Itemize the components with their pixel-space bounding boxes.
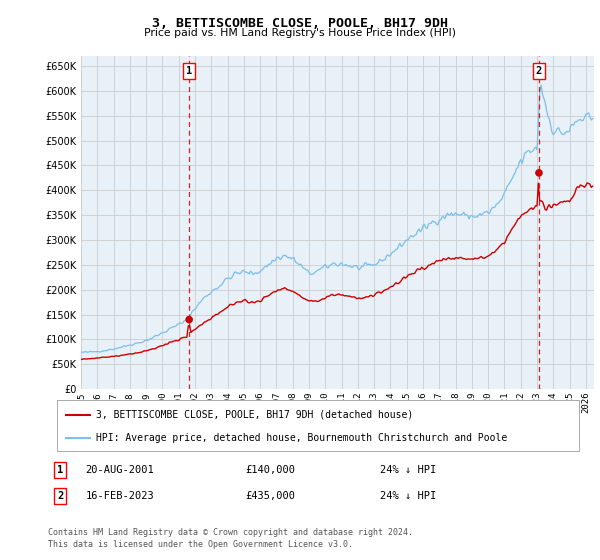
Text: £140,000: £140,000	[245, 465, 295, 475]
Point	[184, 315, 194, 324]
Text: 3, BETTISCOMBE CLOSE, POOLE, BH17 9DH (detached house): 3, BETTISCOMBE CLOSE, POOLE, BH17 9DH (d…	[96, 409, 413, 419]
Text: 1: 1	[186, 66, 192, 76]
Text: Contains HM Land Registry data © Crown copyright and database right 2024.: Contains HM Land Registry data © Crown c…	[48, 528, 413, 536]
Text: 16-FEB-2023: 16-FEB-2023	[86, 491, 154, 501]
Text: 24% ↓ HPI: 24% ↓ HPI	[380, 491, 436, 501]
Text: 2: 2	[536, 66, 542, 76]
Text: Price paid vs. HM Land Registry's House Price Index (HPI): Price paid vs. HM Land Registry's House …	[144, 28, 456, 38]
Text: 20-AUG-2001: 20-AUG-2001	[86, 465, 154, 475]
Text: 1: 1	[57, 465, 63, 475]
Text: HPI: Average price, detached house, Bournemouth Christchurch and Poole: HPI: Average price, detached house, Bour…	[96, 433, 508, 443]
Text: £435,000: £435,000	[245, 491, 295, 501]
Text: 24% ↓ HPI: 24% ↓ HPI	[380, 465, 436, 475]
Point	[534, 169, 544, 178]
Text: 2: 2	[57, 491, 63, 501]
Text: This data is licensed under the Open Government Licence v3.0.: This data is licensed under the Open Gov…	[48, 540, 353, 549]
Text: 3, BETTISCOMBE CLOSE, POOLE, BH17 9DH: 3, BETTISCOMBE CLOSE, POOLE, BH17 9DH	[152, 17, 448, 30]
